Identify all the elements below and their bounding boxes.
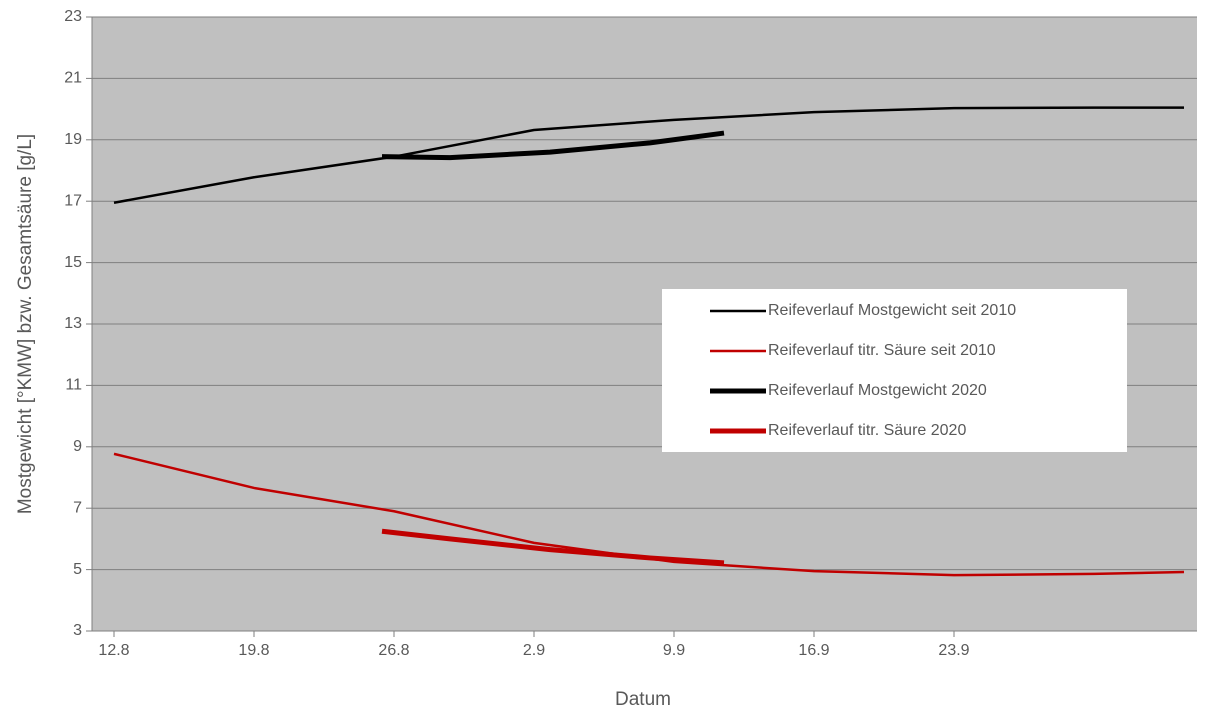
x-axis-title: Datum (615, 689, 671, 710)
y-tick-label: 3 (73, 622, 82, 639)
series-line (113, 106, 1184, 204)
legend-box (662, 289, 1127, 452)
x-tick-label: 19.8 (238, 642, 269, 659)
y-tick-label: 23 (64, 8, 82, 25)
y-axis-title: Mostgewicht [°KMW] bzw. Gesamtsäure [g/L… (15, 134, 36, 514)
x-tick-label: 26.8 (378, 642, 409, 659)
y-tick-label: 17 (64, 192, 82, 209)
y-tick-label: 21 (64, 70, 82, 87)
series-line (381, 528, 725, 566)
legend-label: Reifeverlauf titr. Säure seit 2010 (768, 342, 996, 359)
legend-label: Reifeverlauf Mostgewicht seit 2010 (768, 302, 1016, 319)
y-tick-label: 13 (64, 315, 82, 332)
y-tick-label: 5 (73, 561, 82, 578)
x-tick-label: 16.9 (798, 642, 829, 659)
y-tick-label: 7 (73, 499, 82, 516)
legend-label: Reifeverlauf Mostgewicht 2020 (768, 382, 987, 399)
y-tick-label: 19 (64, 131, 82, 148)
x-tick-label: 9.9 (663, 642, 685, 659)
x-tick-label: 12.8 (98, 642, 129, 659)
y-tick-label: 15 (64, 254, 82, 271)
x-tick-label: 2.9 (523, 642, 545, 659)
y-tick-label: 9 (73, 438, 82, 455)
x-tick-label: 23.9 (938, 642, 969, 659)
series-line (381, 130, 725, 161)
legend-label: Reifeverlauf titr. Säure 2020 (768, 422, 966, 439)
y-tick-label: 11 (65, 377, 82, 394)
